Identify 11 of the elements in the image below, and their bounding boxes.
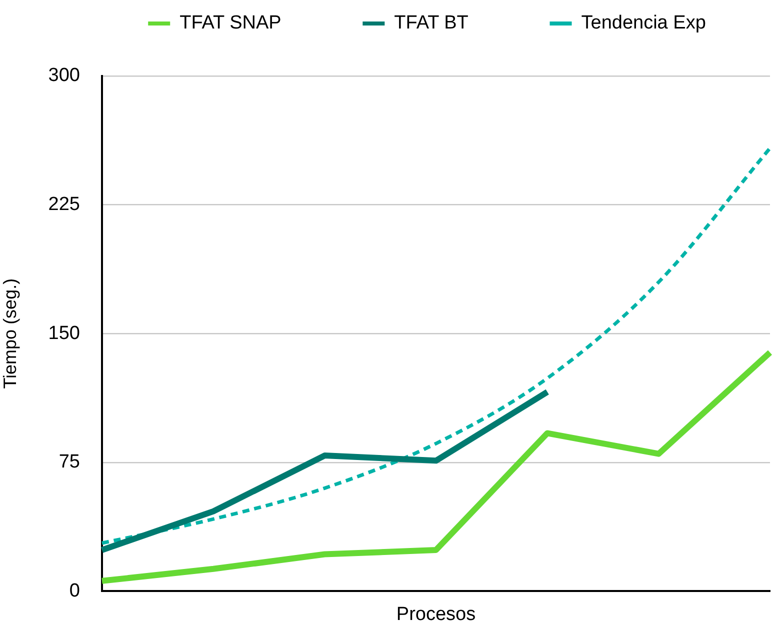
x-axis-title: Procesos <box>396 604 476 625</box>
y-tick-label: 150 <box>48 322 80 344</box>
y-tick-label: 225 <box>48 194 80 216</box>
line-series <box>100 146 772 545</box>
y-tick-label: 300 <box>48 65 80 86</box>
legend-label: Tendencia Exp <box>581 12 706 34</box>
legend-label: TFAT BT <box>394 12 469 34</box>
legend-label: TFAT SNAP <box>180 12 282 34</box>
y-tick-label: 0 <box>69 580 80 602</box>
y-tick-label: 75 <box>58 452 80 473</box>
y-axis-title: Tiempo (seg.) <box>0 278 20 389</box>
